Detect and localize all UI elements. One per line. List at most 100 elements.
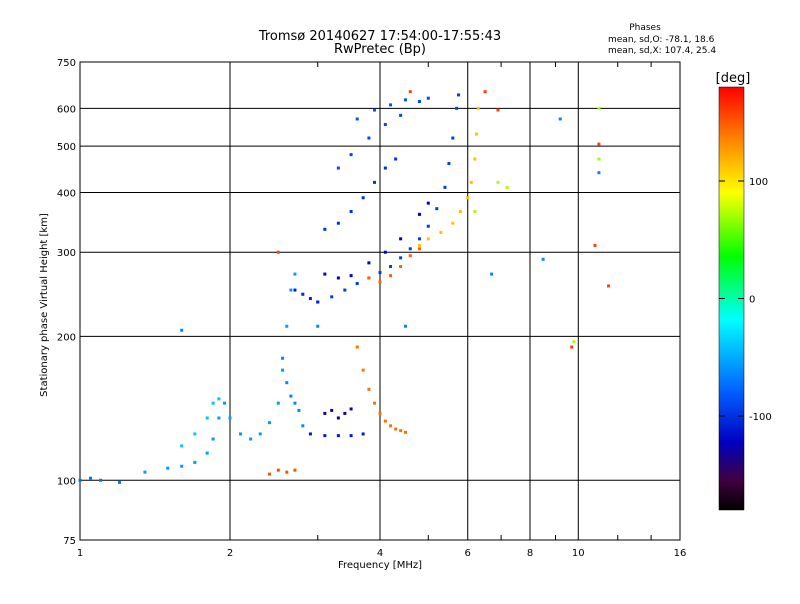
trace-point <box>285 381 289 385</box>
y-axis-label: Stationary phase Virtual Height [km] <box>39 213 50 397</box>
trace-point <box>597 106 601 110</box>
trace-point <box>383 166 387 170</box>
trace-point <box>403 98 407 102</box>
trace-point <box>367 261 371 265</box>
trace-point <box>367 387 371 391</box>
phases-line-o: mean, sd,O: -78.1, 18.6 <box>608 35 715 45</box>
trace-point <box>417 247 421 251</box>
trace-point <box>276 468 280 472</box>
trace-point <box>276 250 280 254</box>
trace-point <box>399 113 403 117</box>
trace-point <box>593 243 597 247</box>
trace-point <box>505 185 509 189</box>
trace-point <box>490 272 494 276</box>
trace-point <box>258 432 262 436</box>
y-tick-label: 200 <box>57 332 76 343</box>
trace-point <box>541 257 545 261</box>
trace-point <box>570 345 574 349</box>
trace-point <box>289 394 293 398</box>
trace-point <box>443 185 447 189</box>
trace-point <box>349 153 353 157</box>
trace-point <box>451 221 455 225</box>
trace-point <box>408 254 412 258</box>
trace-point <box>211 401 215 405</box>
trace-point <box>180 464 184 468</box>
colorbar-tick-label: -100 <box>749 412 772 423</box>
trace-point <box>417 243 421 247</box>
trace-point <box>205 416 209 420</box>
trace-point <box>316 324 320 328</box>
trace-point <box>417 100 421 104</box>
trace-point <box>389 265 393 269</box>
trace-point <box>458 210 462 214</box>
data-points <box>78 90 611 484</box>
y-tick-label: 400 <box>57 188 76 199</box>
x-tick-label: 16 <box>674 548 687 559</box>
trace-point <box>426 224 430 228</box>
trace-point <box>349 210 353 214</box>
trace-point <box>336 166 340 170</box>
x-tick-label: 8 <box>527 548 533 559</box>
trace-point <box>285 324 289 328</box>
trace-point <box>399 265 403 269</box>
trace-point <box>293 401 297 405</box>
trace-point <box>597 142 601 146</box>
chart-title: Tromsø 20140627 17:54:00-17:55:43 <box>258 29 501 44</box>
trace-point <box>193 460 197 464</box>
trace-point <box>408 90 412 94</box>
trace-point <box>349 274 353 278</box>
trace-point <box>399 237 403 241</box>
trace-point <box>249 437 253 441</box>
y-tick-labels: 75 100 200 300 400 500 600 750 <box>57 58 76 547</box>
trace-point <box>343 288 347 292</box>
trace-point <box>180 328 184 332</box>
trace-point <box>475 132 479 136</box>
trace-point <box>193 432 197 436</box>
trace-point <box>355 282 359 286</box>
trace-point <box>473 210 477 214</box>
trace-point <box>267 472 271 476</box>
trace-point <box>394 157 398 161</box>
trace-point <box>383 123 387 127</box>
trace-point <box>403 430 407 434</box>
x-tick-label: 10 <box>572 548 585 559</box>
phases-line-x: mean, sd,X: 107.4, 25.4 <box>608 46 716 56</box>
y-tick-label: 750 <box>57 58 76 69</box>
trace-point <box>336 434 340 438</box>
trace-point <box>336 221 340 225</box>
x-axis-label: Frequency [MHz] <box>338 560 422 571</box>
trace-point <box>496 108 500 112</box>
trace-point <box>378 411 382 415</box>
y-tick-label: 100 <box>57 476 76 487</box>
trace-point <box>336 416 340 420</box>
trace-point <box>323 227 327 231</box>
trace-point <box>367 136 371 140</box>
colorbar-tick-label: 0 <box>749 295 755 306</box>
trace-point <box>439 230 443 234</box>
trace-point <box>330 408 334 412</box>
trace-point <box>417 212 421 216</box>
trace-point <box>378 280 382 284</box>
trace-point <box>558 117 562 121</box>
y-tick-label: 300 <box>57 248 76 259</box>
trace-point <box>447 161 451 165</box>
chart-subtitle: RwPretec (Bp) <box>334 42 426 57</box>
trace-point <box>166 466 170 470</box>
trace-point <box>389 274 393 278</box>
trace-point <box>361 368 365 372</box>
trace-point <box>276 401 280 405</box>
colorbar-tick-label: 100 <box>749 177 768 188</box>
trace-point <box>455 106 459 110</box>
y-tick-label: 500 <box>57 142 76 153</box>
trace-point <box>389 424 393 428</box>
x-tick-label: 6 <box>465 548 471 559</box>
grid-lines <box>80 62 680 540</box>
trace-point <box>373 180 377 184</box>
trace-point <box>451 136 455 140</box>
trace-point <box>426 96 430 100</box>
trace-point <box>293 288 297 292</box>
trace-point <box>597 157 601 161</box>
trace-point <box>383 250 387 254</box>
trace-point <box>469 180 473 184</box>
trace-point <box>403 324 407 328</box>
